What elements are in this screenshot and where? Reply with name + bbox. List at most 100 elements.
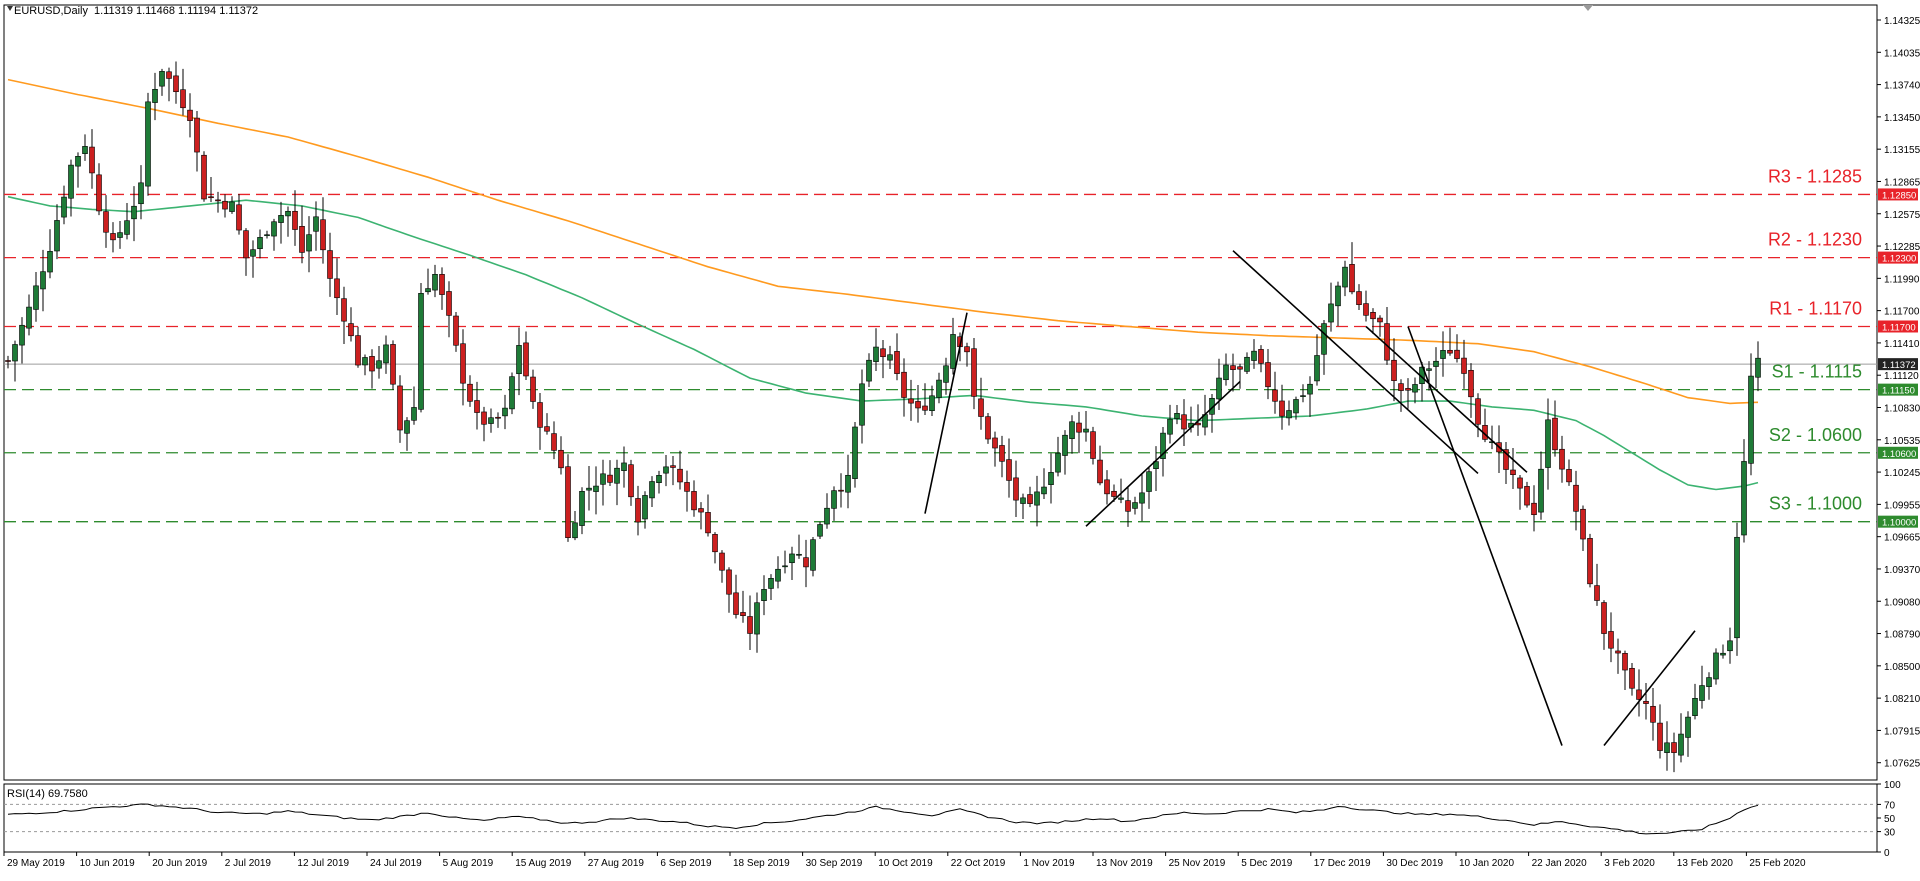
y-tick-label: 1.13740 — [1884, 81, 1920, 92]
candle-bearish — [1090, 431, 1096, 459]
candle-bearish — [894, 351, 900, 374]
candle-bullish — [425, 288, 431, 293]
x-tick-label: 29 May 2019 — [7, 858, 65, 869]
candle-bullish — [1440, 350, 1446, 359]
candle-bullish — [131, 205, 137, 220]
candle-bullish — [1118, 497, 1124, 500]
x-tick-label: 20 Jun 2019 — [152, 858, 207, 869]
candle-bullish — [285, 210, 291, 217]
candle-bullish — [1069, 421, 1075, 439]
candle-bearish — [677, 468, 683, 483]
candle-bearish — [334, 278, 340, 299]
candle-bullish — [1174, 413, 1180, 419]
candle-bearish — [222, 200, 228, 210]
shift-marker-icon[interactable] — [1583, 5, 1593, 11]
candle-bearish — [712, 534, 718, 553]
candle-bearish — [1272, 389, 1278, 402]
candle-bullish — [866, 359, 872, 382]
y-tick-label: 1.08790 — [1884, 630, 1920, 641]
candle-bullish — [1244, 356, 1250, 372]
trendline[interactable] — [1407, 326, 1563, 746]
trendline[interactable] — [1232, 250, 1479, 475]
candle-bearish — [1377, 317, 1383, 323]
candle-bearish — [740, 612, 746, 617]
candle-bearish — [299, 226, 305, 253]
candle-bullish — [1300, 395, 1306, 397]
candle-bearish — [292, 210, 298, 230]
candle-bearish — [1552, 417, 1558, 451]
candle-bearish — [327, 250, 333, 279]
candle-bullish — [124, 220, 130, 235]
candle-bearish — [978, 398, 984, 417]
candle-bearish — [1405, 388, 1411, 391]
candle-bearish — [1265, 362, 1271, 388]
trendline[interactable] — [1085, 381, 1241, 527]
candle-bullish — [250, 249, 256, 257]
level-label-r1: R1 - 1.1170 — [1769, 298, 1862, 318]
candle-bullish — [1153, 461, 1159, 469]
candle-bearish — [495, 416, 501, 419]
candle-bullish — [1083, 428, 1089, 433]
rsi-plot-area[interactable] — [3, 783, 1878, 853]
candle-bearish — [1468, 369, 1474, 398]
candle-bullish — [432, 274, 438, 291]
candle-bullish — [929, 395, 935, 411]
candle-bullish — [1720, 652, 1726, 656]
y-tick-label: 1.11120 — [1884, 371, 1919, 382]
candle-bullish — [1713, 652, 1719, 680]
candle-bearish — [705, 512, 711, 534]
candle-bullish — [1132, 502, 1138, 509]
candle-bullish — [12, 344, 18, 362]
candle-bullish — [1538, 468, 1544, 513]
candle-bearish — [173, 75, 179, 93]
candle-bullish — [313, 216, 319, 232]
rsi-y-tick-label: 0 — [1884, 848, 1890, 859]
candle-bearish — [89, 146, 95, 174]
rsi-y-tick-label: 70 — [1884, 800, 1896, 811]
trendline[interactable] — [1365, 325, 1528, 473]
candle-bearish — [1601, 602, 1607, 634]
rsi-y-tick-label: 100 — [1884, 780, 1901, 791]
rsi-line — [7, 803, 1759, 835]
y-tick-label: 1.08500 — [1884, 662, 1920, 673]
candle-bearish — [243, 230, 249, 259]
candle-bullish — [516, 345, 522, 375]
trendline[interactable] — [924, 312, 968, 514]
candle-bearish — [1524, 486, 1530, 506]
candle-bullish — [649, 481, 655, 499]
candle-bearish — [397, 385, 403, 431]
candle-bearish — [1643, 700, 1649, 704]
trendline[interactable] — [1603, 630, 1696, 747]
candle-bearish — [1097, 459, 1103, 484]
y-tick-label: 1.14035 — [1884, 48, 1920, 59]
level-label-s3: S3 - 1.1000 — [1769, 494, 1862, 514]
candle-bearish — [369, 356, 375, 372]
candle-bearish — [922, 405, 928, 411]
candle-bearish — [1279, 400, 1285, 417]
candle-bullish — [257, 237, 263, 249]
candle-bullish — [1160, 432, 1166, 459]
candle-bearish — [1125, 500, 1131, 512]
price-tag-s3 — [1878, 515, 1918, 528]
candle-bullish — [404, 420, 410, 434]
candle-bearish — [691, 491, 697, 511]
candle-bearish — [1111, 490, 1117, 497]
candle-bullish — [859, 383, 865, 426]
candle-bullish — [572, 522, 578, 539]
candle-bearish — [166, 71, 172, 79]
collapse-arrow-icon[interactable] — [7, 6, 13, 11]
candle-bullish — [600, 473, 606, 485]
candle-bullish — [159, 71, 165, 87]
current-price-tag-text: 1.11372 — [1882, 360, 1916, 371]
candle-bullish — [362, 357, 368, 366]
price-tag-text: 1.10600 — [1882, 449, 1916, 460]
candle-bearish — [1622, 653, 1628, 671]
rsi-label: RSI(14) 69.7580 — [7, 788, 88, 800]
candle-bullish — [642, 495, 648, 520]
x-tick-label: 6 Sep 2019 — [660, 858, 712, 869]
candle-bearish — [1636, 689, 1642, 700]
price-tag-s1 — [1878, 383, 1918, 396]
level-label-s2: S2 - 1.0600 — [1769, 425, 1862, 445]
